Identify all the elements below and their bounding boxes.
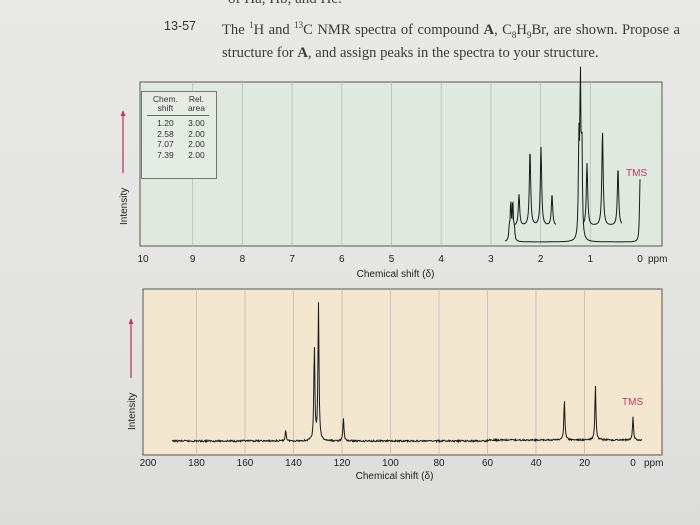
plot-area <box>139 81 663 247</box>
multiplet-expansion <box>514 146 557 225</box>
tms-label: TMS <box>626 168 647 179</box>
x-axis-title: Chemical shift (δ) <box>357 269 435 280</box>
x-tick-label: 8 <box>240 254 246 265</box>
x-tick-label: 200 <box>140 458 157 469</box>
x-tick-label: 40 <box>530 458 542 469</box>
problem-number: 13-57 <box>164 19 196 33</box>
multiplet-expansion <box>582 132 623 225</box>
table-row: 2.58 2.00 <box>157 128 205 139</box>
x-tick-label: 140 <box>285 458 302 469</box>
x-tick-label: 10 <box>137 254 149 265</box>
table-row: 7.07 2.00 <box>157 139 205 149</box>
tms-label: TMS <box>622 397 643 408</box>
plot-area <box>142 288 663 456</box>
problem-text: The 1H and 13C NMR spectra of compound A… <box>222 20 680 61</box>
x-tick-label: 0 <box>637 254 643 265</box>
arrow-head-icon <box>128 318 134 324</box>
x-tick-label: 120 <box>334 458 351 469</box>
x-tick-label: 6 <box>339 254 345 265</box>
x-tick-label: 0 <box>630 458 636 469</box>
x-tick-label: 7 <box>289 254 295 265</box>
x-tick-label: 9 <box>190 254 196 265</box>
arrow-head-icon <box>120 110 126 116</box>
x-unit-label: ppm <box>648 254 667 265</box>
x-tick-label: 180 <box>188 458 205 469</box>
x-tick-label: 5 <box>389 254 395 265</box>
x-unit-label: ppm <box>644 458 663 469</box>
x-tick-label: 20 <box>579 458 591 469</box>
x-tick-label: 3 <box>488 254 494 265</box>
table-row: 7.39 2.00 <box>157 149 205 160</box>
y-axis-title: Intensity <box>119 188 130 225</box>
x-tick-label: 2 <box>538 254 544 265</box>
y-axis-title: Intensity <box>127 393 138 430</box>
table-row: 1.20 3.00 <box>157 118 205 128</box>
x-tick-label: 60 <box>482 458 494 469</box>
cut-off-previous-line: of Ha, Hb, and Hc. <box>228 0 342 8</box>
x-tick-label: 160 <box>237 458 254 469</box>
x-axis-title: Chemical shift (δ) <box>356 471 434 482</box>
x-tick-label: 4 <box>438 254 444 265</box>
x-tick-label: 80 <box>433 458 445 469</box>
x-tick-label: 1 <box>588 254 594 265</box>
spectrum-trace <box>504 66 641 243</box>
integration-table: Chem. shift Rel. area 1.20 3.00 2.58 2.00 7.… <box>141 91 217 179</box>
spectrum-trace <box>171 302 643 444</box>
x-tick-label: 100 <box>382 458 399 469</box>
